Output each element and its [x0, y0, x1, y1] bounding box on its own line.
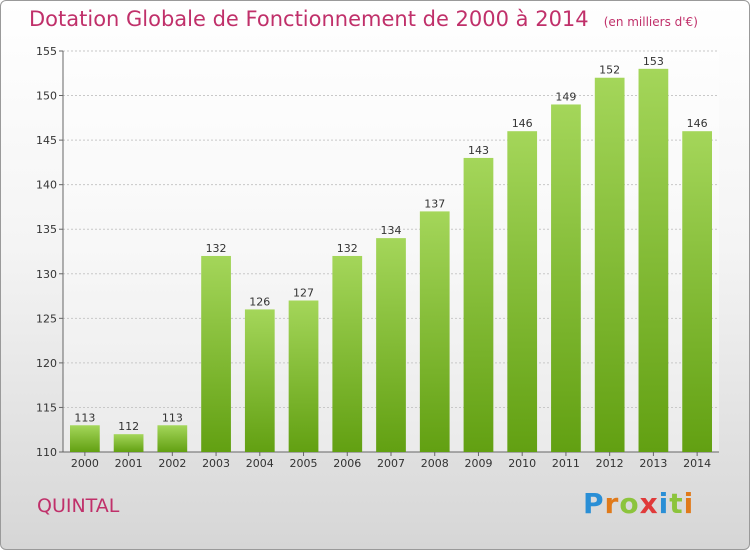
chart-title: Dotation Globale de Fonctionnement de 20… — [29, 7, 589, 31]
y-tick-label: 120 — [36, 357, 57, 370]
bar-value-label: 113 — [162, 411, 183, 424]
bar-value-label: 137 — [424, 197, 445, 210]
y-tick-label: 125 — [36, 312, 57, 325]
bar — [594, 77, 625, 452]
bar — [113, 434, 144, 452]
bar — [288, 300, 319, 452]
bar-value-label: 143 — [468, 144, 489, 157]
logo-letter: x — [639, 487, 659, 520]
bar-value-label: 113 — [74, 411, 95, 424]
bar — [332, 255, 363, 452]
y-tick-label: 110 — [36, 446, 57, 459]
bar-value-label: 132 — [206, 242, 227, 255]
bar-value-label: 149 — [555, 90, 576, 103]
x-tick-label: 2007 — [377, 457, 405, 470]
y-tick-label: 155 — [36, 45, 57, 58]
bar-value-label: 126 — [249, 295, 270, 308]
y-tick-label: 135 — [36, 223, 57, 236]
bar — [551, 104, 581, 452]
chart-unit: (en milliers d'€) — [603, 15, 698, 29]
x-tick-label: 2005 — [290, 457, 318, 470]
bar-value-label: 153 — [643, 55, 664, 68]
bar — [157, 425, 188, 452]
x-tick-label: 2000 — [71, 457, 99, 470]
logo-letter: r — [604, 487, 620, 520]
y-tick-label: 115 — [36, 401, 57, 414]
y-tick-label: 130 — [36, 268, 57, 281]
x-tick-label: 2001 — [115, 457, 143, 470]
bar — [507, 131, 538, 452]
x-tick-label: 2003 — [202, 457, 230, 470]
logo-letter: i — [683, 487, 695, 520]
logo-letter: o — [619, 487, 640, 520]
x-tick-label: 2010 — [508, 457, 536, 470]
bar-value-label: 112 — [118, 420, 139, 433]
logo-letter: t — [669, 487, 684, 520]
x-tick-label: 2004 — [246, 457, 274, 470]
x-tick-label: 2002 — [158, 457, 186, 470]
logo-letter: i — [658, 487, 670, 520]
bar-value-label: 127 — [293, 287, 314, 300]
x-tick-label: 2009 — [464, 457, 492, 470]
bar — [244, 309, 275, 452]
title-row: Dotation Globale de Fonctionnement de 20… — [29, 7, 698, 31]
bar-value-label: 152 — [599, 64, 620, 77]
location-name: QUINTAL — [37, 495, 120, 517]
x-tick-label: 2012 — [596, 457, 624, 470]
proxiti-logo: Proxiti — [583, 487, 694, 520]
x-tick-label: 2006 — [333, 457, 361, 470]
bar — [201, 255, 231, 452]
y-tick-label: 150 — [36, 90, 57, 103]
y-tick-label: 145 — [36, 134, 57, 147]
bar — [69, 425, 100, 452]
bar — [376, 238, 406, 452]
x-tick-label: 2014 — [683, 457, 711, 470]
bar-value-label: 134 — [381, 224, 402, 237]
y-tick-label: 140 — [36, 179, 57, 192]
bar — [638, 68, 669, 453]
x-tick-label: 2011 — [552, 457, 580, 470]
bar — [682, 131, 713, 452]
bar-value-label: 132 — [337, 242, 358, 255]
x-tick-label: 2013 — [639, 457, 667, 470]
x-tick-label: 2008 — [421, 457, 449, 470]
bar-value-label: 146 — [687, 117, 708, 130]
bar — [419, 211, 450, 452]
bar-value-label: 146 — [512, 117, 533, 130]
bar — [463, 157, 494, 452]
logo-letter: P — [583, 487, 605, 520]
